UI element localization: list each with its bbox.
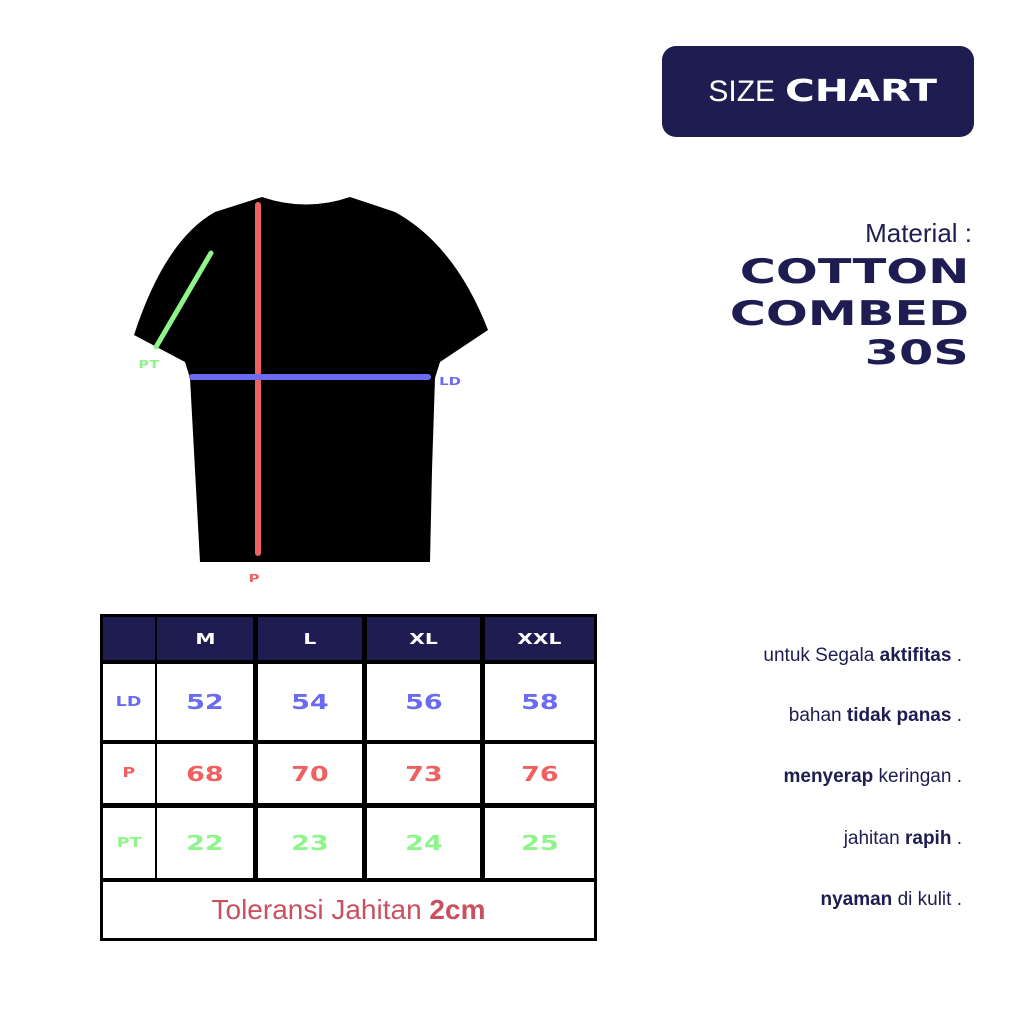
material-line: COTTON: [739, 252, 969, 292]
table-cell: 56: [367, 664, 480, 740]
p-label: P: [248, 572, 260, 585]
badge-light-text: SIZE: [708, 74, 776, 108]
table-cell: 58: [485, 664, 594, 740]
table-cell: 52: [157, 664, 253, 740]
tolerance-text: Toleransi Jahitan: [211, 894, 422, 925]
table-cell: 70: [258, 744, 362, 803]
tshirt-diagram: [134, 197, 488, 562]
badge-bold-text: CHART: [785, 74, 938, 109]
pt-measure-line: [153, 250, 214, 350]
material-label: Material :: [865, 218, 972, 248]
feature-item: bahan tidak panas .: [788, 705, 962, 726]
size-chart-badge: SIZE CHART: [662, 46, 974, 137]
header-xl: XL: [367, 617, 480, 660]
header-m: M: [157, 617, 253, 660]
table-cell: 25: [485, 808, 594, 878]
row-label: LD: [103, 664, 155, 740]
feature-item: jahitan rapih .: [843, 828, 962, 849]
pt-label: PT: [138, 358, 160, 371]
feature-item: nyaman di kulit .: [820, 889, 962, 910]
feature-item: untuk Segala aktifitas .: [763, 645, 962, 666]
header-l: L: [258, 617, 362, 660]
ld-label: LD: [439, 375, 461, 388]
material-text: COTTON: [739, 252, 969, 292]
table-cell: 23: [258, 808, 362, 878]
table-cell: 76: [485, 744, 594, 803]
material-text: 30S: [864, 333, 969, 373]
size-table: M L XL XXL LD 52 54 56 58 P 68 70 73 76 PT 22 23 24 25…: [100, 614, 597, 941]
table-cell: 54: [258, 664, 362, 740]
material-line: COMBED: [730, 294, 969, 334]
tolerance-note: Toleransi Jahitan 2cm: [103, 882, 594, 938]
material-line: 30S: [865, 333, 969, 373]
table-cell: 22: [157, 808, 253, 878]
row-label: PT: [103, 808, 155, 878]
table-cell: 73: [367, 744, 480, 803]
tolerance-value: 2cm: [429, 894, 486, 925]
row-label: P: [103, 744, 155, 803]
table-cell: 68: [157, 744, 253, 803]
material-text: COMBED: [729, 294, 969, 334]
table-corner: [103, 617, 155, 660]
feature-item: menyerap keringan .: [783, 766, 962, 787]
table-cell: 24: [367, 808, 480, 878]
header-xxl: XXL: [485, 617, 594, 660]
